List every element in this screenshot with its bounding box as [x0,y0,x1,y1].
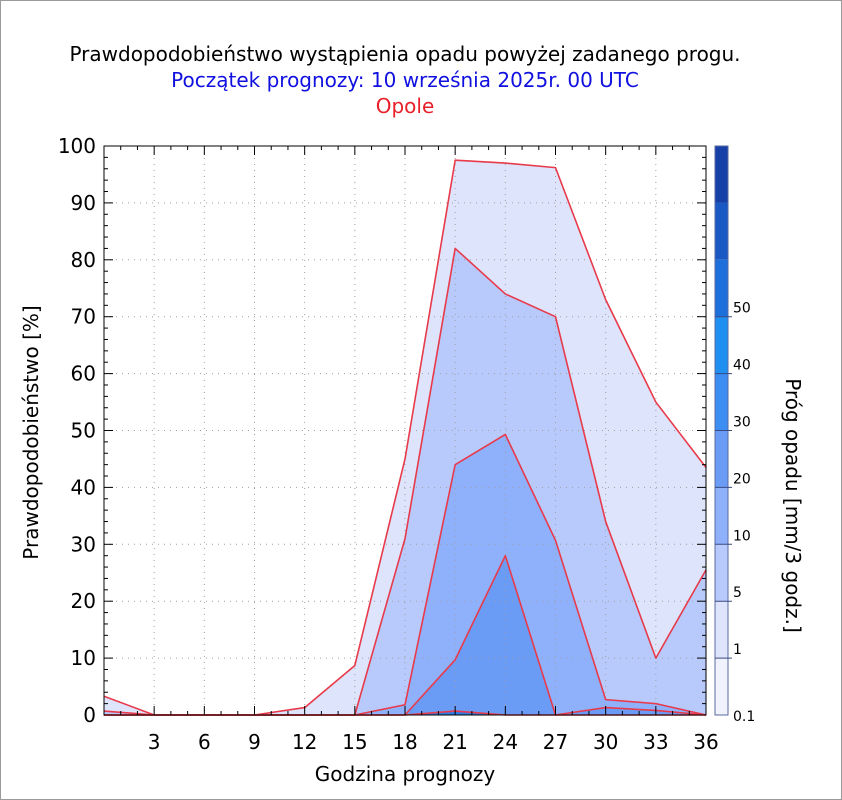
colorbar-label: Próg opadu [mm/3 godz.] [781,378,805,633]
colorbar-segment [715,316,728,374]
colorbar-segment [715,146,728,203]
colorbar-tick-label: 40 [733,358,751,374]
x-axis-ticks: 3 6 9 12 15 18 21 24 27 30 33 36 [103,146,719,754]
colorbar-segment [715,601,728,659]
colorbar: 0.1 1 5 10 20 30 40 50 [714,145,755,725]
x-tick-label: 24 [493,730,518,754]
y-tick-label: 50 [71,419,96,443]
x-axis-label: Godzina prognozy [315,762,496,786]
y-axis-ticks: 0 10 20 30 40 50 60 70 80 90 100 [58,134,706,727]
x-tick-label: 18 [392,730,417,754]
colorbar-segment [715,202,728,260]
colorbar-tick-label: 20 [733,471,751,487]
y-tick-label: 0 [83,703,96,727]
colorbar-tick-label: 1 [733,642,742,658]
y-tick-label: 60 [71,362,96,386]
colorbar-tick-label: 10 [733,528,751,544]
x-tick-label: 30 [593,730,618,754]
location-label: Opole [375,94,435,118]
y-tick-label: 70 [71,305,96,329]
chart-title: Prawdopodobieństwo wystąpienia opadu pow… [69,42,741,66]
colorbar-tick-label: 5 [733,585,742,601]
forecast-start-subtitle: Początek prognozy: 10 września 2025r. 00… [171,68,639,92]
colorbar-segment [715,544,728,602]
x-tick-label: 33 [643,730,668,754]
y-tick-label: 90 [71,191,96,215]
colorbar-segment [715,430,728,488]
colorbar-segment [715,259,728,317]
colorbar-tick-label: 30 [733,415,751,431]
x-tick-label: 36 [693,730,718,754]
x-tick-label: 21 [442,730,467,754]
colorbar-tick-label: 0.1 [733,709,755,725]
x-tick-label: 15 [342,730,367,754]
x-tick-label: 3 [148,730,161,754]
x-tick-label: 6 [198,730,211,754]
y-tick-label: 80 [71,248,96,272]
colorbar-segment [715,373,728,431]
y-axis-label: Prawdopodobieństwo [%] [19,305,43,559]
colorbar-tick-label: 50 [733,301,751,317]
area-layers [104,160,706,716]
x-tick-label: 12 [292,730,317,754]
x-tick-label: 9 [248,730,261,754]
colorbar-segment [715,658,728,715]
colorbar-segment [715,487,728,545]
y-tick-label: 10 [71,646,96,670]
y-tick-label: 30 [71,532,96,556]
grid-lines [104,145,707,716]
x-tick-label: 27 [543,730,568,754]
y-tick-label: 20 [71,589,96,613]
y-tick-label: 40 [71,475,96,499]
y-tick-label: 100 [58,134,96,158]
